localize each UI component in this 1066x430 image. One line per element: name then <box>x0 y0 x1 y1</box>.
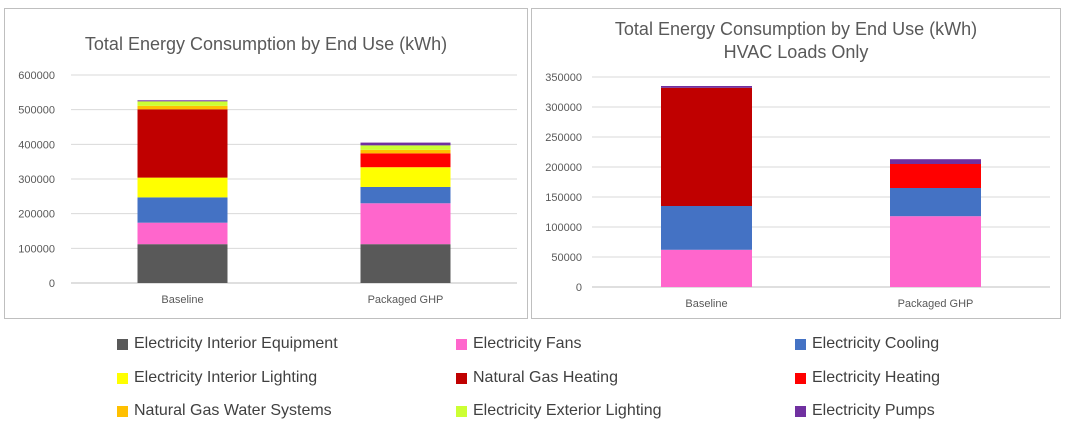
y-tick-label: 400000 <box>18 139 55 151</box>
chart-hvac-energy: Total Energy Consumption by End Use (kWh… <box>545 19 1050 310</box>
legend-label: Electricity Interior Equipment <box>134 335 338 352</box>
bar-segment-electricity-fans <box>661 249 752 287</box>
bar-segment-natural-gas-heating <box>661 87 752 206</box>
bar-segment-electricity-interior-lighting <box>360 167 451 187</box>
bar-segment-electricity-interior-equipment <box>360 244 451 283</box>
legend-item-electricity-exterior-lighting: Electricity Exterior Lighting <box>456 402 662 420</box>
bar-segment-electricity-pumps <box>137 100 228 102</box>
bar-segment-electricity-heating <box>890 164 981 188</box>
legend-swatch <box>795 405 806 417</box>
y-tick-label: 0 <box>576 282 582 294</box>
legend-label: Natural Gas Water Systems <box>134 402 332 419</box>
y-tick-label: 100000 <box>18 243 55 255</box>
legend-item-natural-gas-water-systems: Natural Gas Water Systems <box>117 402 332 420</box>
bar-segment-electricity-fans <box>890 216 981 287</box>
chart-subtitle: HVAC Loads Only <box>724 42 869 62</box>
legend-swatch <box>456 372 467 384</box>
shared-legend: Electricity Interior Equipment Electricit… <box>0 330 1066 430</box>
legend-item-electricity-fans: Electricity Fans <box>456 335 581 353</box>
y-tick-label: 200000 <box>18 209 55 221</box>
legend-item-electricity-interior-equipment: Electricity Interior Equipment <box>117 335 338 353</box>
bar-segment-electricity-interior-equipment <box>137 244 228 283</box>
y-tick-label: 200000 <box>545 162 582 174</box>
legend-swatch <box>117 405 128 417</box>
legend-swatch <box>117 372 128 384</box>
bar-segment-electricity-interior-lighting <box>137 177 228 198</box>
y-tick-label: 300000 <box>545 102 582 114</box>
chart-title: Total Energy Consumption by End Use (kWh… <box>85 34 447 54</box>
chart-panel-total: Total Energy Consumption by End Use (kWh… <box>4 8 528 319</box>
y-tick-label: 600000 <box>18 70 55 82</box>
y-tick-label: 500000 <box>18 105 55 117</box>
legend-label: Electricity Heating <box>812 369 941 386</box>
x-category-label: Packaged GHP <box>898 298 974 310</box>
bar-segment-electricity-cooling <box>661 206 752 250</box>
legend-item-electricity-interior-lighting: Electricity Interior Lighting <box>117 369 317 387</box>
y-tick-label: 100000 <box>545 222 582 234</box>
bar-segment-electricity-fans <box>137 222 228 245</box>
bar-segment-electricity-cooling <box>890 188 981 217</box>
y-tick-label: 350000 <box>545 72 582 84</box>
chart-total-energy: Total Energy Consumption by End Use (kWh… <box>18 34 517 306</box>
legend-item-natural-gas-heating: Natural Gas Heating <box>456 369 618 387</box>
bar-segment-electricity-cooling <box>360 186 451 204</box>
x-category-label: Packaged GHP <box>368 294 444 306</box>
legend-item-electricity-cooling: Electricity Cooling <box>795 335 939 353</box>
legend-swatch <box>456 405 467 417</box>
bar-segment-electricity-pumps <box>661 86 752 88</box>
y-tick-label: 150000 <box>545 192 582 204</box>
bar-segment-electricity-heating <box>360 153 451 168</box>
y-tick-label: 50000 <box>551 252 582 264</box>
legend-item-electricity-heating: Electricity Heating <box>795 369 940 387</box>
y-tick-label: 250000 <box>545 132 582 144</box>
bar-segment-natural-gas-water-systems <box>137 105 228 110</box>
legend-label: Electricity Cooling <box>812 335 940 352</box>
legend-swatch <box>117 338 128 350</box>
legend-item-electricity-pumps: Electricity Pumps <box>795 402 935 420</box>
bar-segment-natural-gas-heating <box>137 109 228 178</box>
bar-segment-electricity-exterior-lighting <box>137 101 228 106</box>
bar-segment-electricity-fans <box>360 203 451 245</box>
chart-title: Total Energy Consumption by End Use (kWh… <box>615 19 977 39</box>
legend-swatch <box>456 338 467 350</box>
bar-segment-electricity-cooling <box>137 197 228 223</box>
legend-label: Electricity Fans <box>473 335 582 352</box>
bar-segment-electricity-pumps <box>360 142 451 146</box>
y-tick-label: 0 <box>49 278 55 290</box>
legend-swatch <box>795 338 806 350</box>
legend-label: Electricity Pumps <box>812 402 935 419</box>
y-tick-label: 300000 <box>18 174 55 186</box>
x-category-label: Baseline <box>685 298 727 310</box>
legend-label: Natural Gas Heating <box>473 369 618 386</box>
legend-label: Electricity Interior Lighting <box>134 369 318 386</box>
bar-segment-natural-gas-water-systems <box>360 149 451 154</box>
chart-panel-hvac: Total Energy Consumption by End Use (kWh… <box>531 8 1061 319</box>
bar-segment-electricity-exterior-lighting <box>360 145 451 150</box>
bar-segment-electricity-pumps <box>890 159 981 164</box>
x-category-label: Baseline <box>161 294 203 306</box>
legend-label: Electricity Exterior Lighting <box>473 402 662 419</box>
legend-swatch <box>795 372 806 384</box>
